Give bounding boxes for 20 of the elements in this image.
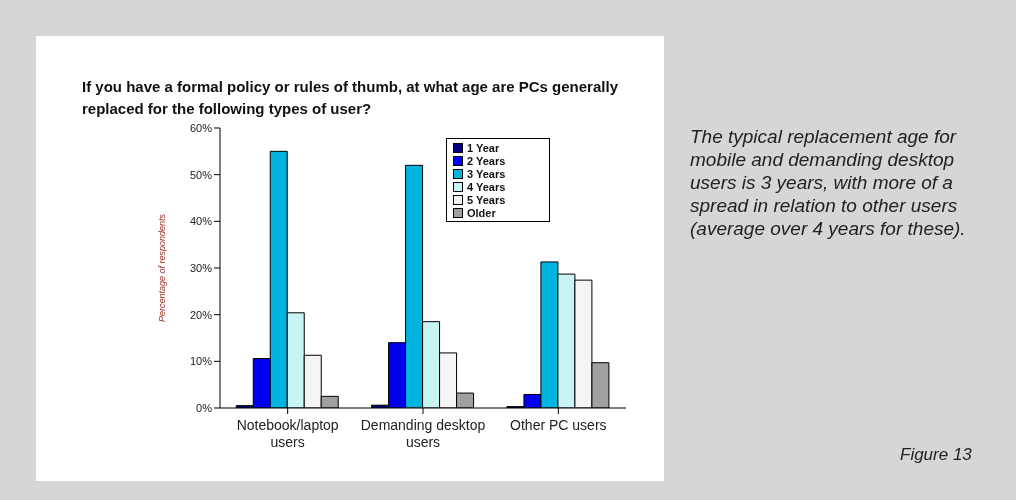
y-tick-label: 0% [196,401,213,414]
legend-label: 5 Years [467,193,506,206]
x-tick-label: Other PC users [510,417,607,433]
legend-label: 2 Years [467,154,506,167]
y-tick-label: 20% [189,308,213,321]
x-tick-label: Demanding desktop users [360,417,486,450]
chart-title: If you have a formal policy or rules of thumb, at what age are PCs generally replaced for the following types of user? [82,77,619,119]
y-tick-label: 40% [189,215,213,228]
legend-label: 1 Year [467,141,500,154]
y-tick-label: 10% [189,355,213,368]
text: The typical replacement age for mobile and demanding desktop users is 3 years, with more of a spread in relation to other users (average over 4 years for these). [690,125,967,240]
y-tick-label: 50% [189,168,213,181]
legend-label: 4 Years [467,180,506,193]
legend-label: Older [467,206,496,219]
y-tick-label: 60% [189,121,213,134]
y-axis-title: Percentage of respondents [157,213,168,323]
x-tick-label: Notebook/laptop users [236,417,339,450]
caption: Figure 13 [900,445,972,465]
legend-label: 3 Years [467,167,506,180]
y-tick-label: 30% [189,261,213,274]
